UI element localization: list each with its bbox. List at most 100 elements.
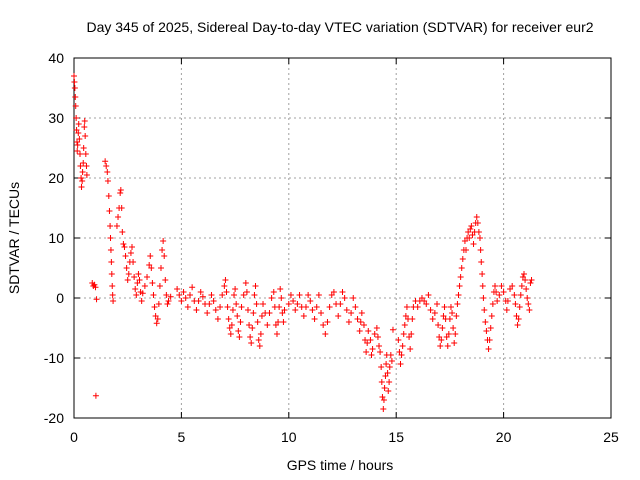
data-point — [423, 301, 430, 307]
data-point — [141, 283, 148, 289]
data-point — [164, 301, 171, 307]
data-point — [305, 292, 312, 298]
data-point — [492, 283, 499, 289]
data-point — [434, 301, 441, 307]
data-point — [373, 325, 380, 331]
data-point — [450, 325, 457, 331]
data-point — [212, 307, 219, 313]
data-point — [115, 214, 122, 220]
data-point — [300, 313, 307, 319]
data-point — [193, 307, 200, 313]
data-point — [386, 379, 393, 385]
data-point — [429, 316, 436, 322]
data-point — [83, 163, 90, 169]
data-point — [128, 244, 135, 250]
data-point — [157, 265, 164, 271]
data-point — [270, 289, 277, 295]
data-point — [71, 73, 77, 79]
data-point — [527, 280, 534, 286]
data-point — [322, 331, 329, 337]
data-point — [296, 292, 303, 298]
data-point — [364, 340, 371, 346]
data-point — [80, 145, 87, 151]
data-point — [117, 187, 124, 193]
data-point — [78, 175, 85, 181]
data-point — [476, 235, 483, 241]
data-point — [367, 337, 374, 343]
data-point — [93, 296, 100, 303]
data-point — [487, 325, 494, 331]
data-point — [486, 337, 493, 343]
data-point — [81, 118, 88, 124]
data-point — [163, 292, 170, 298]
x-tick-label: 25 — [603, 429, 619, 445]
data-point — [400, 331, 407, 337]
data-point — [350, 295, 357, 301]
data-point — [473, 214, 480, 220]
data-point — [446, 316, 453, 322]
data-point — [489, 301, 496, 307]
data-point — [236, 334, 243, 340]
data-point — [414, 304, 421, 310]
data-point — [302, 304, 309, 310]
data-point — [81, 124, 88, 130]
data-point — [514, 322, 521, 328]
y-tick-label: -10 — [44, 350, 64, 366]
data-point — [280, 319, 287, 325]
data-point — [197, 289, 204, 295]
data-point — [387, 352, 394, 358]
data-point — [109, 292, 116, 298]
data-point — [431, 310, 438, 316]
data-point — [174, 286, 181, 292]
data-point — [380, 406, 387, 412]
data-point — [71, 79, 78, 85]
data-point — [511, 292, 518, 298]
data-point — [156, 283, 163, 289]
data-point — [515, 316, 522, 322]
y-tick-label: 0 — [56, 290, 64, 306]
data-point — [526, 307, 533, 313]
data-point — [368, 352, 375, 358]
data-point — [162, 277, 169, 283]
data-point — [324, 319, 331, 325]
data-point — [453, 313, 460, 319]
data-point — [154, 316, 161, 322]
data-point — [228, 322, 235, 328]
data-point — [456, 283, 463, 289]
data-point — [457, 274, 464, 280]
data-point — [512, 301, 519, 307]
data-point — [255, 337, 262, 343]
data-point — [427, 307, 434, 313]
data-point — [107, 223, 114, 229]
data-point — [224, 304, 231, 310]
data-point — [132, 286, 139, 292]
data-point — [77, 151, 84, 157]
data-point — [242, 280, 249, 286]
data-point — [318, 310, 325, 316]
y-axis-label: SDTVAR / TECUs — [6, 182, 22, 294]
data-point — [250, 310, 257, 316]
data-point — [244, 307, 251, 313]
data-point — [240, 292, 247, 298]
data-point — [509, 283, 516, 289]
data-point — [330, 289, 337, 295]
data-point — [125, 271, 132, 277]
data-point — [449, 310, 456, 316]
data-point — [103, 163, 110, 169]
data-point — [113, 223, 120, 229]
data-point — [153, 320, 160, 327]
data-point — [79, 178, 86, 184]
data-point — [208, 292, 215, 298]
data-point — [233, 301, 240, 307]
data-point — [337, 301, 344, 307]
data-point — [276, 304, 283, 310]
data-point — [447, 304, 454, 310]
data-point — [231, 292, 238, 298]
data-point — [238, 304, 245, 310]
data-point — [467, 226, 474, 232]
data-point — [110, 298, 117, 304]
data-point — [235, 328, 242, 334]
data-point — [438, 337, 445, 343]
data-point — [160, 238, 167, 244]
